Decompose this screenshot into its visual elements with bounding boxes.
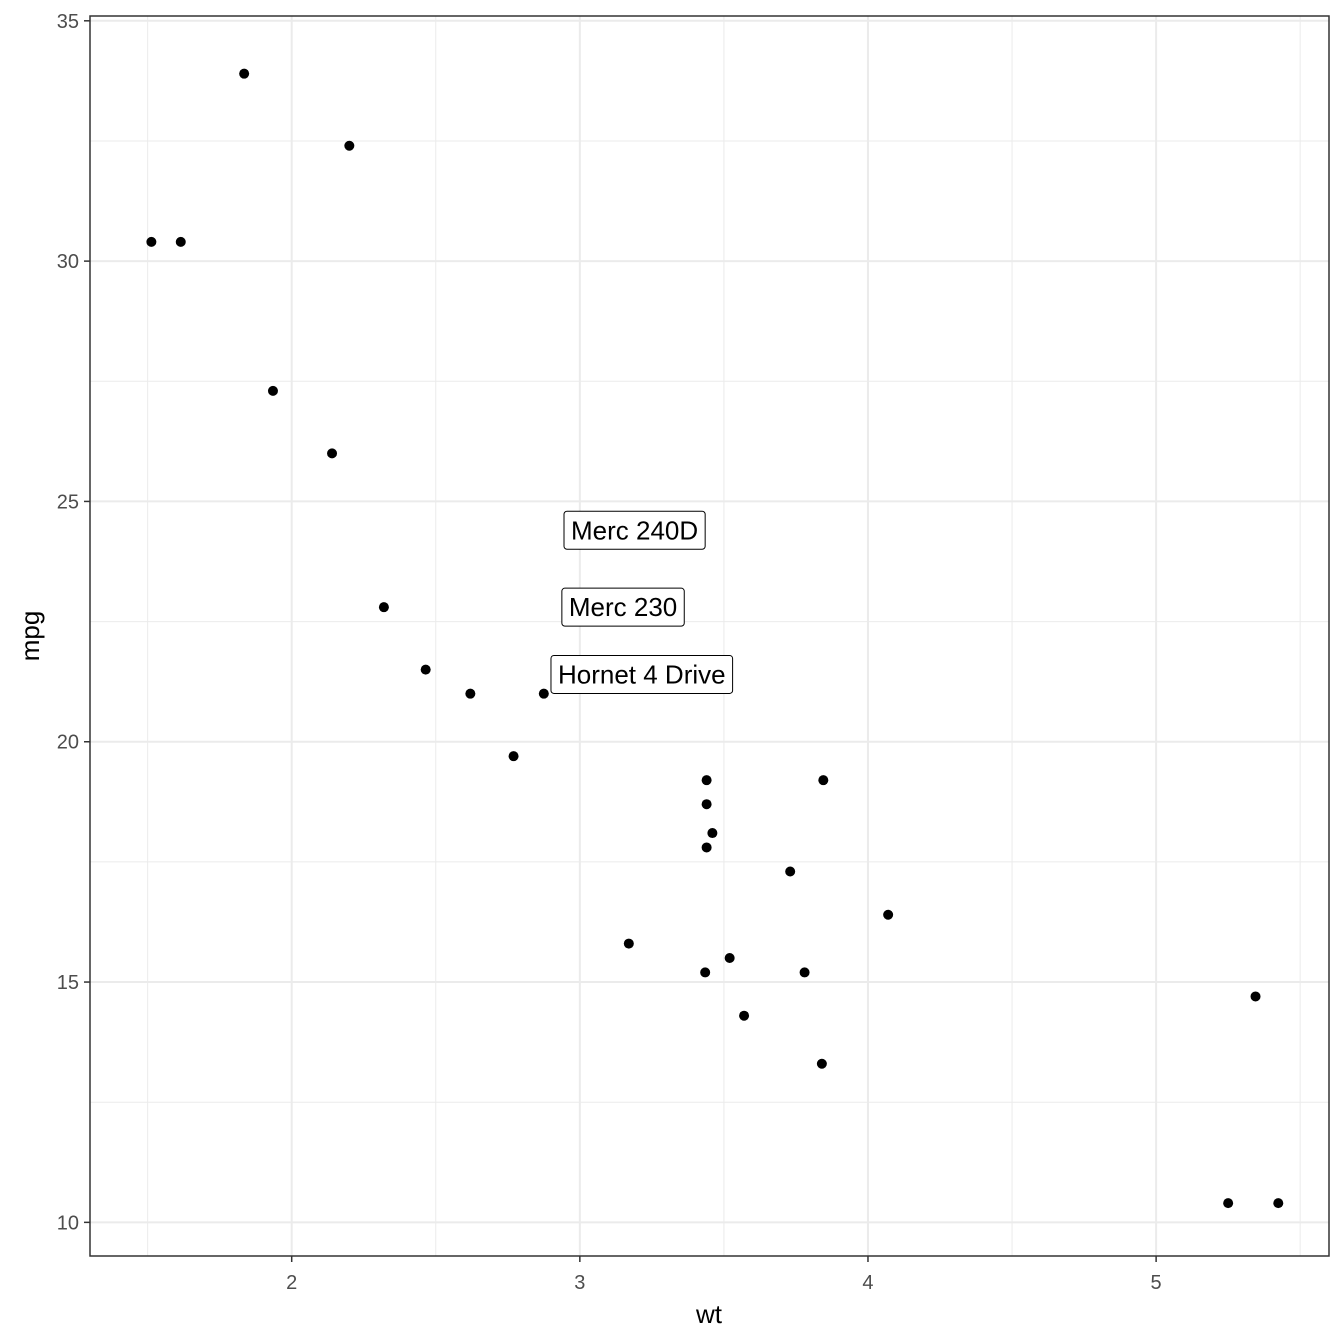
data-point: [146, 236, 157, 247]
data-point: [538, 688, 549, 699]
data-point: [508, 751, 519, 762]
y-tick-label: 30: [57, 251, 79, 273]
plot-border: [89, 15, 1330, 1257]
x-tick-label: 3: [574, 1272, 585, 1294]
annotation-label: Merc 240D: [563, 510, 706, 550]
data-point: [344, 140, 355, 151]
data-point: [701, 775, 712, 786]
plot-background: [90, 16, 1329, 1256]
data-point: [707, 828, 718, 839]
y-tick-label: 10: [57, 1212, 79, 1234]
data-points: [146, 68, 1284, 1209]
data-point: [420, 664, 431, 675]
x-tick-label: 2: [286, 1272, 297, 1294]
data-point: [327, 448, 338, 459]
point-annotations: Merc 240D Merc 230 Hornet 4 Drive: [550, 510, 734, 694]
data-point: [175, 236, 186, 247]
x-axis-title: wt: [695, 1299, 723, 1329]
x-tick-label: 4: [862, 1272, 873, 1294]
data-point: [818, 775, 829, 786]
data-point: [239, 68, 250, 79]
axis-ticks: 2 3 4 5 10 15 20 25 30 35: [57, 11, 1162, 1294]
data-point: [785, 866, 796, 877]
x-tick-label: 5: [1151, 1272, 1162, 1294]
y-tick-label: 35: [57, 11, 79, 33]
y-axis-title: mpg: [15, 611, 45, 662]
data-point: [267, 385, 278, 396]
annotation-label: Hornet 4 Drive: [550, 654, 734, 694]
data-point: [799, 967, 810, 978]
data-point: [701, 799, 712, 810]
data-point: [883, 909, 894, 920]
annotation-text: Merc 230: [569, 592, 677, 622]
y-tick-label: 25: [57, 491, 79, 513]
data-point: [1273, 1198, 1284, 1209]
annotation-box: [563, 510, 706, 550]
data-point: [739, 1010, 750, 1021]
data-point: [465, 688, 476, 699]
annotation-text: Hornet 4 Drive: [558, 659, 726, 689]
data-point: [701, 842, 712, 853]
data-point: [1223, 1198, 1234, 1209]
annotation-box: [550, 654, 734, 694]
y-tick-label: 20: [57, 732, 79, 754]
y-tick-label: 15: [57, 972, 79, 994]
grid-lines: [90, 16, 1329, 1256]
data-point: [816, 1058, 827, 1069]
data-point: [1250, 991, 1261, 1002]
annotation-box: [561, 587, 685, 627]
annotation-label: Merc 230: [561, 587, 685, 627]
annotation-text: Merc 240D: [571, 515, 698, 545]
data-point: [623, 938, 634, 949]
data-point: [378, 602, 389, 613]
data-point: [700, 967, 711, 978]
data-point: [724, 953, 735, 964]
